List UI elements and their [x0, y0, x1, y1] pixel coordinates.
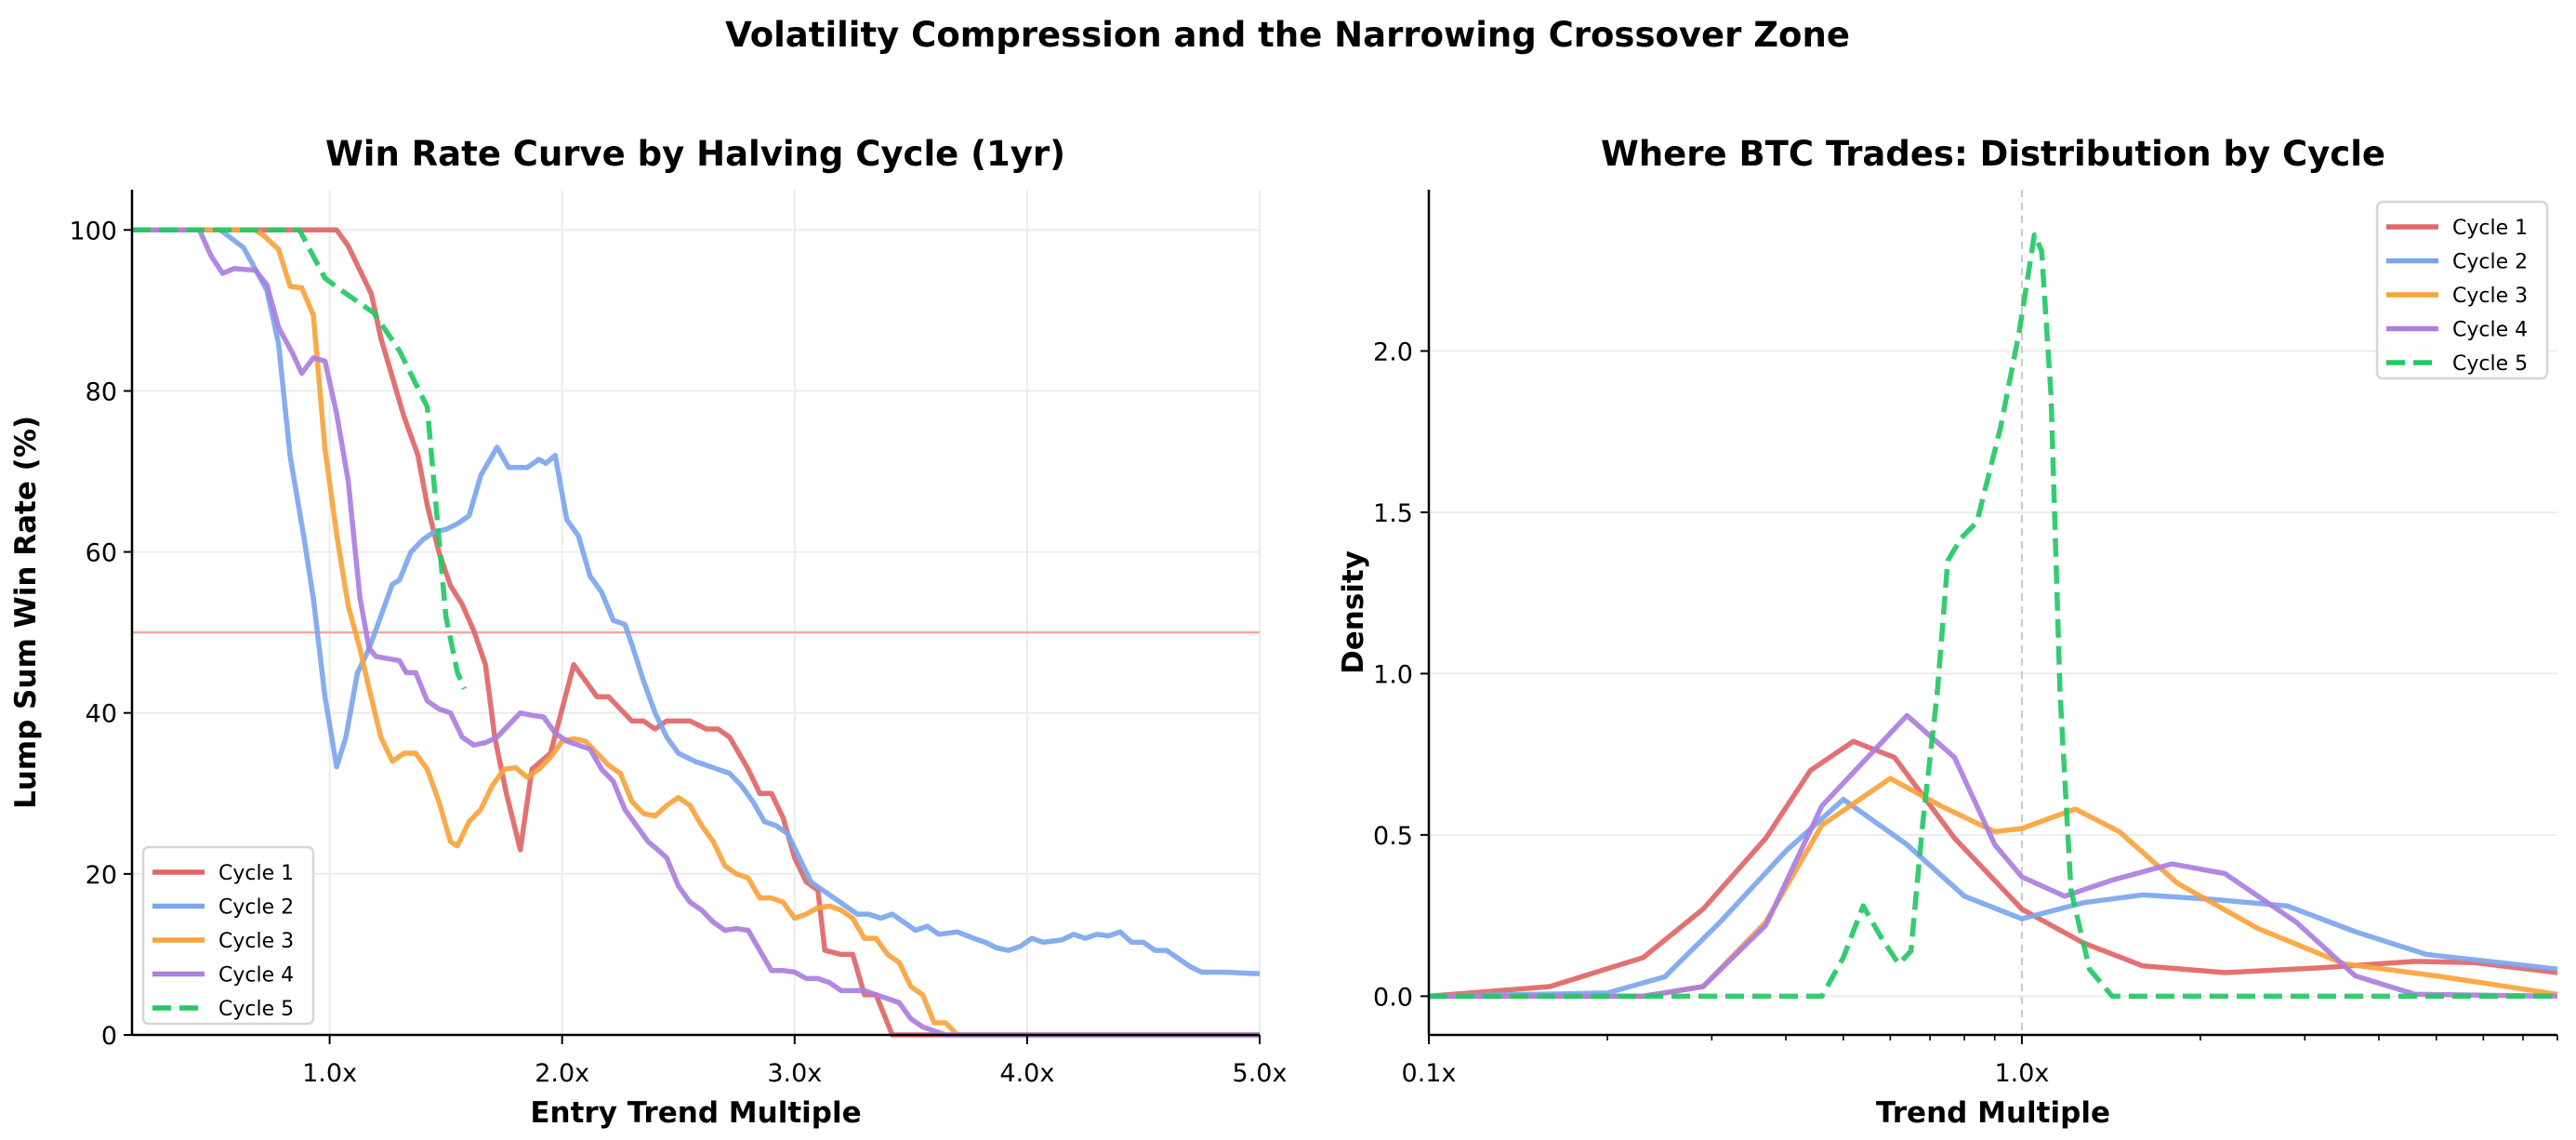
chart-title: Where BTC Trades: Distribution by Cycle: [1601, 134, 2385, 174]
figure-title: Volatility Compression and the Narrowing…: [725, 15, 1850, 55]
x-axis-label: Trend Multiple: [1876, 1096, 2110, 1130]
legend-label: Cycle 1: [218, 862, 294, 885]
y-tick-label: 40: [86, 700, 117, 729]
y-tick-label: 0: [101, 1022, 117, 1051]
x-tick-label: 1.0x: [1994, 1059, 2049, 1088]
legend-label: Cycle 1: [2452, 217, 2528, 240]
series-line-cycle-2: [1428, 796, 2558, 1000]
series-line-cycle-4: [1429, 712, 2558, 1000]
series-line-cycle-1: [1428, 738, 2558, 1000]
x-tick-label: 4.0x: [999, 1059, 1054, 1088]
density-chart: 0.0 0.5 1.0 1.5 2.0 0.1x 1.0x Where BTC Trades:…: [1337, 134, 2558, 1130]
y-tick-label: 100: [69, 217, 117, 245]
x-tick-label: 5.0x: [1233, 1059, 1288, 1088]
legend: Cycle 1 Cycle 2 Cycle 3 Cycle 4 Cycle 5: [141, 845, 315, 1026]
x-tick-label: 2.0x: [535, 1059, 589, 1088]
y-tick-label: 1.5: [1373, 499, 1413, 528]
legend-label: Cycle 2: [2452, 251, 2528, 274]
legend-label: Cycle 4: [2452, 319, 2528, 342]
x-tick-label: 0.1x: [1402, 1059, 1457, 1088]
legend-label: Cycle 2: [218, 896, 294, 920]
legend-label: Cycle 5: [218, 998, 294, 1021]
series-line-cycle-4: [132, 227, 1260, 1038]
y-axis-label: Density: [1337, 550, 1370, 674]
series-line-cycle-2: [132, 227, 1261, 976]
y-tick-label: 60: [86, 539, 117, 568]
legend-box: [141, 845, 315, 1026]
x-tick-label: 1.0x: [302, 1059, 357, 1088]
legend-box: [2375, 200, 2549, 380]
y-axis-label: Lump Sum Win Rate (%): [9, 416, 43, 809]
series-line-cycle-1: [132, 227, 1260, 1038]
y-tick-label: 80: [86, 378, 117, 406]
x-axis-label: Entry Trend Multiple: [530, 1096, 861, 1130]
legend-label: Cycle 5: [2452, 352, 2528, 376]
series-line-cycle-5: [1429, 232, 2557, 1000]
y-tick-label: 0.5: [1373, 822, 1413, 851]
legend-label: Cycle 3: [2452, 285, 2528, 308]
win-rate-chart: 0 20 40 60 80 100 1.0x 2.0x 3.0x 4.0x 5.0x Win Rate…: [9, 134, 1287, 1130]
y-tick-label: 1.0: [1373, 660, 1413, 689]
series-line-cycle-3: [132, 227, 1260, 1038]
series-line-cycle-5: [132, 227, 468, 690]
chart-title: Win Rate Curve by Halving Cycle (1yr): [325, 134, 1065, 174]
y-tick-label: 20: [86, 861, 117, 890]
x-tick-label: 3.0x: [767, 1059, 822, 1088]
y-tick-label: 2.0: [1373, 338, 1413, 366]
y-tick-label: 0.0: [1373, 983, 1413, 1012]
legend: Cycle 1 Cycle 2 Cycle 3 Cycle 4 Cycle 5: [2375, 200, 2549, 380]
legend-label: Cycle 3: [218, 930, 294, 953]
legend-label: Cycle 4: [218, 964, 294, 988]
